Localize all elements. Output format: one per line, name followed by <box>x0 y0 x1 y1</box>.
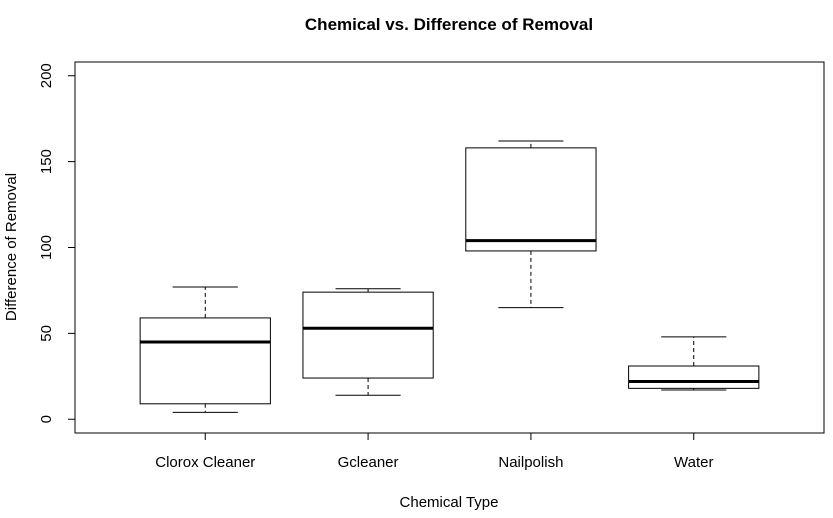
iqr-box <box>139 317 271 405</box>
y-tick-label: 200 <box>38 63 55 88</box>
y-tick-label: 50 <box>38 325 55 342</box>
box-group <box>628 336 760 391</box>
iqr-box <box>628 365 760 389</box>
y-axis: 0 50 100 150 200 <box>38 63 76 423</box>
iqr-box <box>302 291 434 379</box>
box-group <box>302 288 434 396</box>
x-axis: Clorox Cleaner Gcleaner Nailpolish Water <box>155 432 713 471</box>
chart-title: Chemical vs. Difference of Removal <box>305 15 593 34</box>
boxes <box>139 140 760 413</box>
iqr-box <box>465 147 597 252</box>
y-tick-label: 100 <box>38 235 55 260</box>
x-tick-label: Gcleaner <box>338 454 399 471</box>
x-tick-label: Clorox Cleaner <box>155 454 255 471</box>
box-group <box>139 286 271 413</box>
x-axis-label: Chemical Type <box>400 494 499 511</box>
y-tick-label: 0 <box>38 415 55 423</box>
x-tick-label: Water <box>674 454 713 471</box>
y-tick-label: 150 <box>38 149 55 174</box>
x-tick-label: Nailpolish <box>498 454 563 471</box>
y-axis-label: Difference of Removal <box>3 173 20 321</box>
box-group <box>465 140 597 309</box>
